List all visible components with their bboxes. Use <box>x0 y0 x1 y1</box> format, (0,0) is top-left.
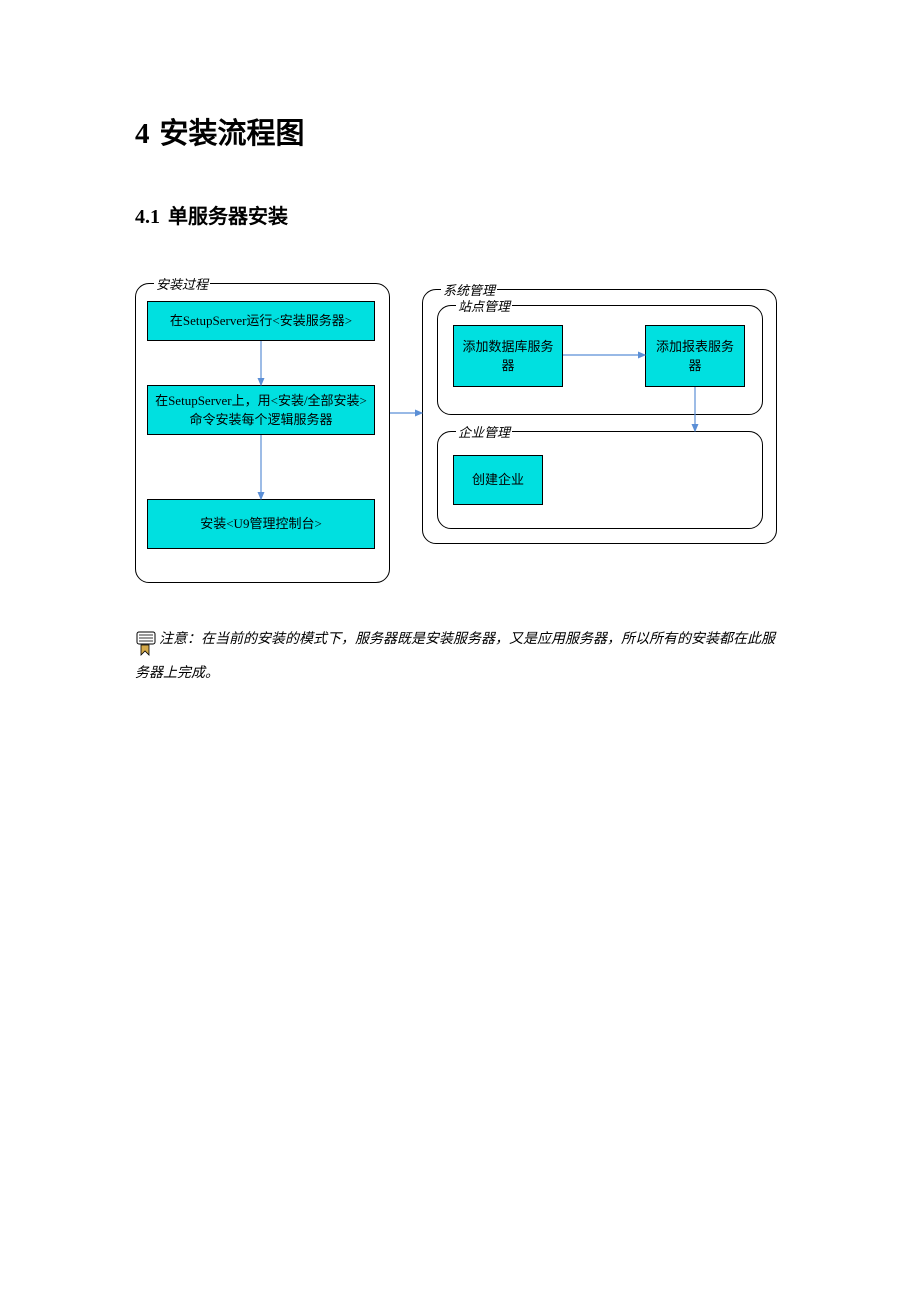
heading-2-number: 4.1 <box>135 206 160 228</box>
heading-1-number: 4 <box>135 118 150 150</box>
heading-2-text: 单服务器安装 <box>168 206 288 228</box>
node-n3: 安装<U9管理控制台> <box>147 499 375 549</box>
node-n6: 创建企业 <box>453 455 543 505</box>
group-label-entmgmt: 企业管理 <box>456 422 512 441</box>
flowchart: 安装过程系统管理站点管理企业管理在SetupServer运行<安装服务器>在Se… <box>135 283 795 593</box>
heading-2: 4.1 单服务器安装 <box>135 200 785 229</box>
heading-1: 4 安装流程图 <box>135 110 785 152</box>
heading-1-text: 安装流程图 <box>160 118 305 150</box>
group-label-sitemgmt: 站点管理 <box>456 296 512 315</box>
note-paragraph: 注意：在当前的安装的模式下，服务器既是安装服务器，又是应用服务器，所以所有的安装… <box>135 623 785 690</box>
node-n2: 在SetupServer上，用<安装/全部安装>命令安装每个逻辑服务器 <box>147 385 375 435</box>
note-text: 在当前的安装的模式下，服务器既是安装服务器，又是应用服务器，所以所有的安装都在此… <box>135 632 775 681</box>
node-n5: 添加报表服务器 <box>645 325 745 387</box>
node-n1: 在SetupServer运行<安装服务器> <box>147 301 375 341</box>
group-label-install: 安装过程 <box>154 274 210 293</box>
note-icon <box>135 631 157 657</box>
note-label: 注意： <box>159 632 201 647</box>
node-n4: 添加数据库服务器 <box>453 325 563 387</box>
